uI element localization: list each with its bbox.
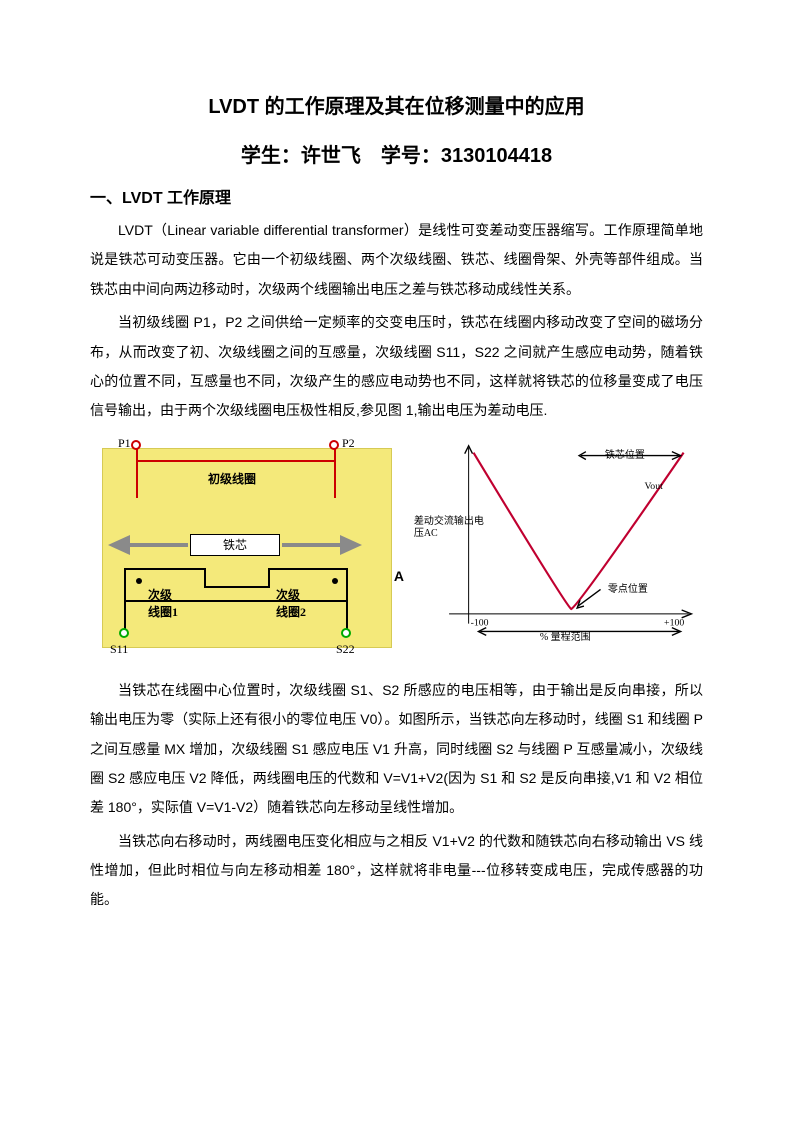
- label-y-axis: 差动交流输出电 压AC: [414, 516, 484, 540]
- label-core: 铁芯: [190, 534, 280, 556]
- label-vout: Vout: [644, 481, 663, 492]
- label-p1: P1: [118, 436, 131, 451]
- output-curve: A -100 +100 Vout 铁芯位置: [410, 438, 703, 658]
- paragraph-1: LVDT（Linear variable differential transf…: [90, 216, 703, 304]
- label-range: % 量程范围: [540, 628, 591, 643]
- marker-a: A: [394, 568, 404, 584]
- paragraph-3: 当铁芯在线圈中心位置时，次级线圈 S1、S2 所感应的电压相等，由于输出是反向串…: [90, 676, 703, 823]
- paragraph-4: 当铁芯向右移动时，两线圈电压变化相应与之相反 V1+V2 的代数和随铁芯向右移动…: [90, 827, 703, 915]
- label-zero: 零点位置: [608, 580, 648, 595]
- label-primary: 初级线圈: [208, 470, 256, 487]
- page-title: LVDT 的工作原理及其在位移测量中的应用: [90, 90, 703, 119]
- student-line: 学生：许世飞 学号：3130104418: [90, 139, 703, 168]
- label-core-pos: 铁芯位置: [605, 446, 645, 461]
- label-sec1: 次级 线圈1: [148, 586, 178, 620]
- section-1-heading: 一、LVDT 工作原理: [90, 184, 703, 208]
- paragraph-2: 当初级线圈 P1，P2 之间供给一定频率的交变电压时，铁芯在线圈内移动改变了空间…: [90, 308, 703, 426]
- label-p2: P2: [342, 436, 355, 451]
- figure-row: P1 P2 初级线圈 铁芯 次级 线圈1 次级 线圈: [90, 438, 703, 658]
- tick-neg100: -100: [470, 617, 488, 628]
- label-sec2: 次级 线圈2: [276, 586, 306, 620]
- lvdt-schematic: P1 P2 初级线圈 铁芯 次级 线圈1 次级 线圈: [90, 438, 398, 658]
- tick-pos100: +100: [664, 617, 684, 628]
- label-s22: S22: [336, 642, 355, 657]
- label-s11: S11: [110, 642, 128, 657]
